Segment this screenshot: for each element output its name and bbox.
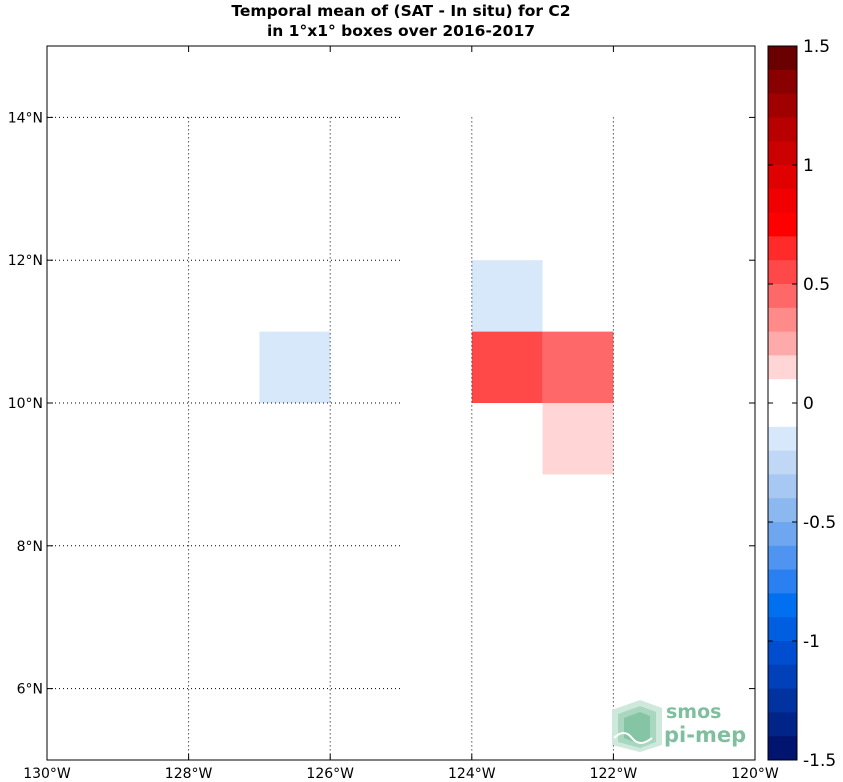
grid-lines	[47, 116, 614, 760]
chart-title: Temporal mean of (SAT - In situ) for C2 …	[47, 1, 755, 41]
colorbar-segment	[768, 141, 797, 166]
colorbar-segment	[768, 664, 797, 690]
logo-mark-icon	[612, 700, 662, 752]
colorbar-segment	[768, 736, 797, 761]
colorbar-tick-label: 0	[803, 394, 814, 414]
colorbar-segment	[768, 355, 797, 380]
x-tick-label: 122°W	[590, 766, 638, 782]
x-tick-label: 126°W	[306, 766, 354, 782]
colorbar-segment	[768, 93, 797, 118]
heatmap-cell-2	[471, 331, 543, 403]
heatmap-cells	[259, 260, 614, 475]
colorbar-tick-label: -1	[803, 632, 820, 652]
colorbar-segment	[768, 545, 797, 571]
colorbar-segment	[768, 69, 797, 95]
y-tick-label: 8°N	[17, 539, 43, 555]
colorbar-segment	[768, 688, 797, 713]
colorbar: 1.5 1 0.5 0 -0.5 -1 -1.5	[767, 37, 836, 771]
colorbar-segment	[768, 117, 797, 142]
colorbar-segment	[768, 236, 797, 261]
smos-pi-mep-logo: smos pi-mep	[612, 700, 746, 752]
colorbar-segment	[768, 474, 797, 499]
colorbar-segment	[768, 450, 797, 475]
chart-title-line2: in 1°x1° boxes over 2016-2017	[266, 22, 536, 40]
colorbar-segment	[768, 212, 797, 237]
colorbar-segment	[768, 593, 797, 618]
colorbar-segment	[768, 569, 797, 594]
colorbar-tick-label: 1	[803, 156, 814, 176]
colorbar-segment	[768, 522, 797, 547]
colorbar-segment	[768, 498, 797, 523]
colorbar-segment	[768, 379, 797, 404]
colorbar-segment	[768, 165, 797, 190]
chart-title-line1: Temporal mean of (SAT - In situ) for C2	[231, 2, 571, 20]
colorbar-segment	[768, 188, 797, 214]
axis-ticks: 130°W 128°W 126°W 124°W 122°W 120°W 6°N 8°N 10°N…	[8, 46, 779, 782]
x-tick-label: 124°W	[448, 766, 496, 782]
colorbar-segment	[768, 426, 797, 452]
colorbar-segment	[768, 641, 797, 666]
y-tick-label: 6°N	[17, 682, 43, 698]
x-tick-label: 128°W	[165, 766, 213, 782]
heatmap-cell-3	[542, 331, 614, 403]
heatmap-cell-0	[259, 331, 331, 403]
colorbar-tick-label: -1.5	[803, 751, 836, 771]
colorbar-tick-label: 1.5	[803, 37, 830, 57]
colorbar-segment	[768, 712, 797, 737]
y-tick-label: 12°N	[8, 253, 43, 269]
colorbar-segment	[768, 331, 797, 356]
heatmap-cell-1	[471, 260, 543, 332]
colorbar-tick-label: -0.5	[803, 513, 836, 533]
y-tick-label: 14°N	[8, 110, 43, 126]
logo-text-smos: smos	[666, 701, 721, 723]
x-tick-label: 130°W	[23, 766, 71, 782]
colorbar-tick-label: 0.5	[803, 275, 830, 295]
heatmap-cell-4	[542, 403, 614, 475]
colorbar-segment	[768, 617, 797, 642]
colorbar-segment	[768, 403, 797, 428]
colorbar-segment	[768, 46, 797, 71]
logo-text-pimep: pi-mep	[664, 723, 746, 747]
colorbar-segment	[768, 260, 797, 285]
y-tick-label: 10°N	[8, 396, 43, 412]
colorbar-segment	[768, 307, 797, 333]
colorbar-segment	[768, 284, 797, 309]
x-tick-label: 120°W	[731, 766, 779, 782]
